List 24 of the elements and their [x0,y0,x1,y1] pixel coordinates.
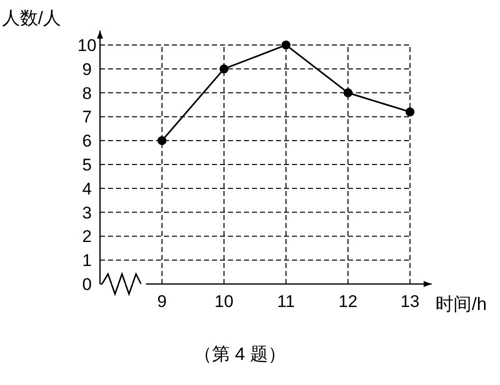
y-tick-label: 7 [82,108,92,127]
x-tick-label: 10 [214,292,234,311]
y-tick-label: 1 [82,251,92,270]
x-tick-label: 9 [157,292,167,311]
x-tick-label: 12 [338,292,358,311]
x-axis-title: 时间/h [436,294,487,314]
y-tick-label: 4 [82,179,92,198]
point [158,136,166,146]
point [220,64,228,74]
y-tick-label: 8 [82,84,92,103]
y-tick-label: 2 [82,227,92,246]
x-tick-label: 11 [277,292,295,311]
point [406,107,414,116]
y-tick-label: 5 [82,156,92,174]
point [282,40,290,50]
y-axis-title: 人数/人 [2,8,62,28]
y-tick-label: 0 [82,275,92,294]
y-tick-label: 3 [82,203,92,222]
y-tick-label: 10 [78,36,96,55]
y-tick-label: 9 [82,60,92,79]
point [344,88,352,98]
y-tick-label: 6 [82,132,92,151]
x-tick-label: 13 [400,292,420,311]
text: （第 4 题） [194,344,286,364]
